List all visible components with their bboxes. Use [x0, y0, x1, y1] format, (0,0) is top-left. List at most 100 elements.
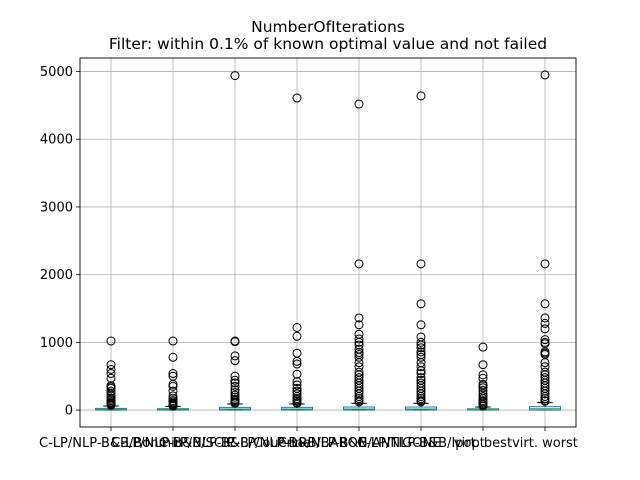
- boxes: [95, 70, 561, 411]
- outlier-point: [106, 360, 116, 370]
- x-tick-label: virt. worst: [512, 436, 578, 451]
- outlier-point: [416, 369, 426, 379]
- outlier-point: [292, 398, 302, 408]
- x-tick-label: C-LP/NLP-B&B/Bonmin: [39, 436, 183, 451]
- outlier-point: [292, 322, 302, 332]
- outlier-point: [230, 356, 240, 366]
- outlier-point: [230, 71, 240, 81]
- outlier-point: [478, 360, 488, 370]
- outlier-point: [168, 369, 178, 379]
- y-tick-label: 4000: [40, 133, 73, 148]
- y-tick-label: 3000: [40, 200, 73, 215]
- outlier-point: [292, 369, 302, 379]
- outlier-point: [230, 385, 240, 395]
- box-group: [157, 336, 189, 411]
- box-group: [529, 70, 561, 411]
- outlier-point: [416, 337, 426, 347]
- outlier-point: [168, 401, 178, 411]
- outlier-point: [540, 335, 550, 345]
- box-group: [95, 336, 127, 411]
- outlier-point: [230, 398, 240, 408]
- outlier-point: [230, 378, 240, 388]
- y-tick-label: 1000: [40, 336, 73, 351]
- outlier-point: [354, 259, 364, 269]
- outlier-point: [106, 373, 116, 383]
- box-group: [281, 93, 313, 411]
- box: [405, 406, 437, 411]
- outlier-point: [106, 336, 116, 346]
- y-tick-label: 0: [65, 404, 73, 419]
- outlier-point: [416, 320, 426, 330]
- outlier-point: [354, 334, 364, 344]
- outlier-point: [230, 337, 240, 347]
- y-tick-label: 2000: [40, 268, 73, 283]
- outlier-point: [416, 91, 426, 101]
- box-group: [219, 71, 251, 411]
- outlier-point: [540, 396, 550, 406]
- box-group: [405, 91, 437, 411]
- outlier-point: [292, 359, 302, 369]
- outlier-point: [292, 389, 302, 399]
- axes: 0 1000 2000 3000 4000 5000 C-LP/NLP-B&B/Bonmin…: [39, 65, 578, 451]
- outlier-point: [106, 400, 116, 410]
- outlier-point: [292, 93, 302, 103]
- outlier-point: [168, 352, 178, 362]
- outlier-point: [230, 371, 240, 381]
- outlier-point: [292, 380, 302, 390]
- outlier-point: [416, 347, 426, 357]
- outlier-point: [416, 299, 426, 309]
- grid: [80, 58, 576, 427]
- outlier-point: [540, 358, 550, 368]
- outlier-point: [478, 370, 488, 380]
- outlier-point: [416, 366, 426, 376]
- outlier-point: [354, 99, 364, 109]
- outlier-point: [416, 362, 426, 372]
- outlier-point: [540, 386, 550, 396]
- outlier-point: [168, 381, 178, 391]
- outlier-point: [106, 364, 116, 374]
- outlier-point: [540, 389, 550, 399]
- outlier-point: [416, 397, 426, 407]
- outlier-point: [168, 336, 178, 346]
- outlier-point: [478, 373, 488, 383]
- outlier-point: [354, 397, 364, 407]
- x-tick-label: C-LP/NLP-B&B/Couenne: [159, 436, 311, 451]
- x-tick-label: C-LP/NLP-B&B/Ipopt: [357, 436, 485, 451]
- chart-title: NumberOfIterations: [251, 18, 405, 36]
- outlier-point: [292, 386, 302, 396]
- outlier-point: [106, 388, 116, 398]
- outlier-point: [540, 318, 550, 328]
- y-tick-label: 5000: [40, 65, 73, 80]
- outlier-point: [230, 381, 240, 391]
- outlier-point: [354, 352, 364, 362]
- outlier-point: [354, 358, 364, 368]
- outlier-point: [478, 401, 488, 411]
- box-group: [467, 342, 499, 411]
- outlier-point: [540, 70, 550, 80]
- x-tick-label: C-LP/NLP-B&B/SCIP: [111, 436, 234, 451]
- chart-subtitle: Filter: within 0.1% of known optimal val…: [109, 35, 547, 53]
- outlier-point: [540, 313, 550, 323]
- outlier-point: [540, 299, 550, 309]
- outlier-point: [354, 386, 364, 396]
- box-group: [343, 99, 375, 411]
- outlier-point: [292, 377, 302, 387]
- outlier-point: [416, 386, 426, 396]
- outlier-point: [540, 324, 550, 334]
- outlier-point: [416, 340, 426, 350]
- box: [343, 406, 375, 411]
- outlier-point: [354, 313, 364, 323]
- outlier-point: [168, 386, 178, 396]
- outlier-point: [354, 337, 364, 347]
- outlier-point: [478, 383, 488, 393]
- outlier-point: [416, 343, 426, 353]
- outlier-point: [416, 352, 426, 362]
- outlier-point: [540, 259, 550, 269]
- plot-area: [79, 57, 577, 428]
- outlier-point: [106, 383, 116, 393]
- outlier-point: [292, 356, 302, 366]
- outlier-point: [478, 342, 488, 352]
- x-tick-label: C-LP/NLP-B&B/ANTIGONE: [278, 436, 441, 451]
- outlier-point: [354, 320, 364, 330]
